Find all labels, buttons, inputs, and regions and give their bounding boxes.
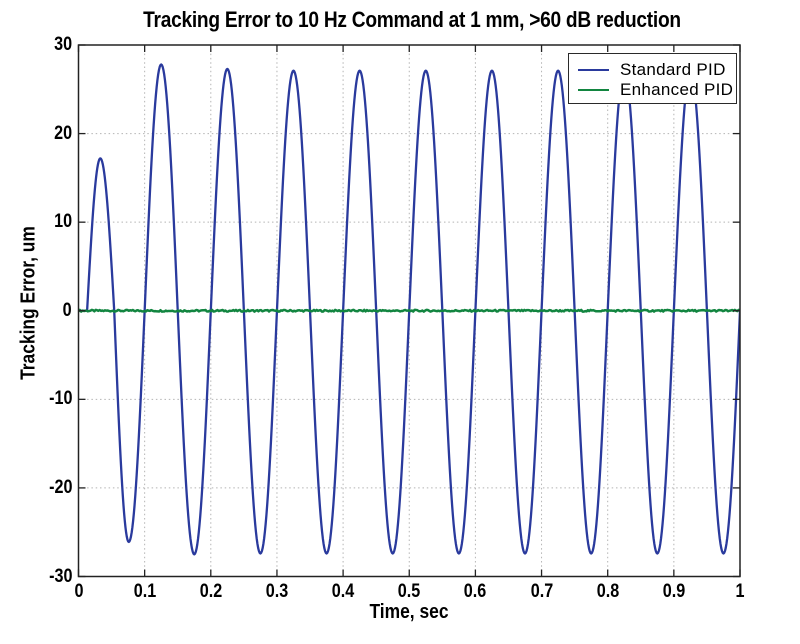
y-tick-label: 0 bbox=[63, 299, 72, 321]
y-tick-label: -20 bbox=[48, 476, 72, 498]
y-tick-label: 20 bbox=[54, 122, 72, 144]
x-tick-label: 0.8 bbox=[596, 581, 619, 602]
x-tick-label: 1 bbox=[735, 581, 745, 602]
legend-entry-standard-pid: Standard PID bbox=[569, 60, 736, 80]
y-tick-label: -10 bbox=[48, 388, 72, 410]
x-tick-label: 0.7 bbox=[530, 581, 553, 602]
x-tick-label: 0.2 bbox=[199, 581, 223, 602]
y-axis-label: Tracking Error, um bbox=[17, 226, 40, 380]
legend: Standard PID Enhanced PID bbox=[568, 53, 737, 104]
y-tick-label: 30 bbox=[54, 34, 72, 55]
x-tick-label: 0.6 bbox=[464, 581, 487, 602]
x-tick-label: 0.1 bbox=[133, 581, 156, 602]
enhanced-pid-curve bbox=[78, 308, 740, 313]
legend-label-standard-pid: Standard PID bbox=[620, 60, 726, 79]
x-tick-label: 0.5 bbox=[398, 581, 421, 602]
x-tick-label: 0.3 bbox=[265, 581, 289, 602]
x-tick-label: 0.9 bbox=[662, 581, 686, 602]
y-tick-label: 10 bbox=[54, 211, 72, 233]
chart-title: Tracking Error to 10 Hz Command at 1 mm,… bbox=[143, 7, 681, 32]
legend-entry-enhanced-pid: Enhanced PID bbox=[569, 80, 736, 100]
x-tick-label: 0 bbox=[74, 581, 83, 602]
x-tick-label: 0.4 bbox=[331, 581, 355, 602]
legend-label-enhanced-pid: Enhanced PID bbox=[620, 80, 734, 99]
standard-pid-line-sample bbox=[578, 69, 609, 71]
enhanced-pid-line-sample bbox=[578, 89, 609, 91]
y-tick-label: -30 bbox=[48, 565, 72, 587]
x-axis-label: Time, sec bbox=[369, 601, 449, 623]
